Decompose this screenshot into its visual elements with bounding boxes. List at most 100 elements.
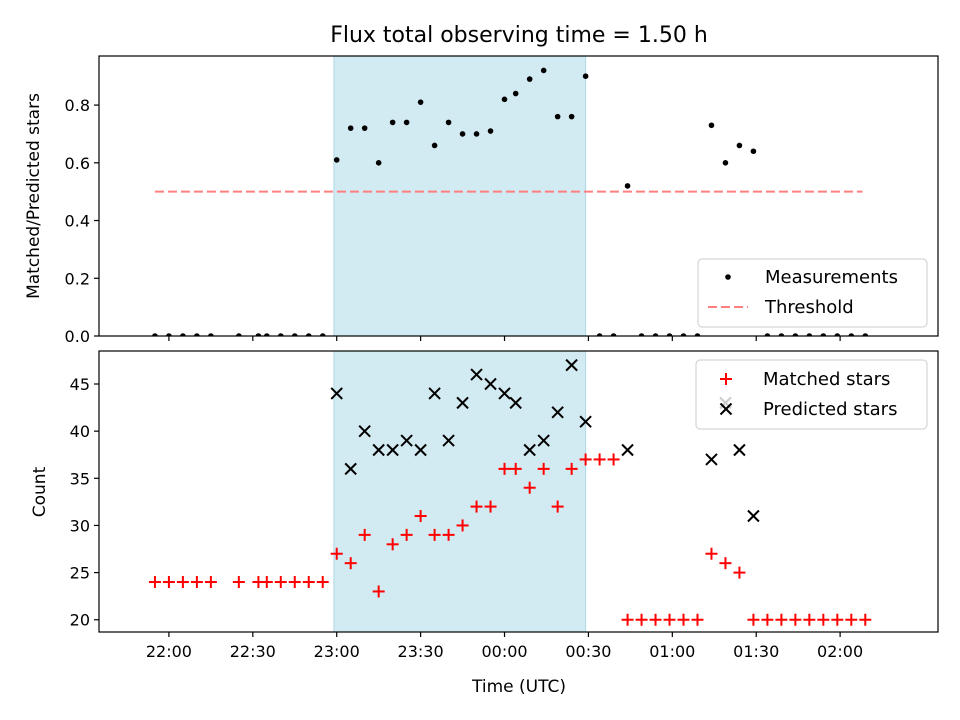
ytick-label: 0.2 [65,269,90,288]
ytick-label: 40 [70,422,90,441]
measurement-point [568,113,575,120]
predicted-star-point [372,443,385,457]
matched-star-point [831,613,844,626]
legend-marker-measurements [725,274,731,280]
matched-star-point [204,576,217,589]
matched-star-point [288,576,301,589]
matched-star-point [442,528,455,541]
measurement-point [291,333,298,336]
matched-star-point [719,557,732,570]
x-b [386,443,399,457]
x-b [565,358,578,372]
predicted-star-point [747,509,760,523]
matched-star-point [537,462,550,475]
measurement-point [582,73,589,80]
measurement-point [347,125,354,131]
measurement-point [208,333,214,336]
predicted-star-point [386,443,399,457]
measurement-point [848,333,855,336]
predicted-star-point [344,462,357,476]
predicted-star-point [579,415,592,428]
ytick-label: 25 [70,564,90,583]
matched-star-point [621,613,634,626]
x-b [358,424,371,438]
measurement-point [834,333,841,336]
measurement-point [820,333,827,336]
matched-star-point [232,576,245,589]
xtick-label: 23:00 [314,642,360,661]
x-b [523,443,536,457]
ytick-label: 0.6 [65,154,90,173]
measurement-point [526,76,533,82]
matched-star-point [428,528,441,541]
measurement-point [255,333,262,336]
top-panel: 0.0 0.2 0.4 0.6 0.8 Measurements Threshold [65,55,939,346]
measurement-point [152,333,158,336]
predicted-star-point [537,434,550,447]
matched-star-point [498,462,511,475]
predicted-star-point [330,387,343,400]
matched-star-point [176,576,189,589]
legend-top: Measurements Threshold [697,258,928,328]
x-b [551,406,564,419]
xtick-label: 23:30 [398,642,444,661]
x-b [400,434,413,447]
measurement-point [806,333,813,336]
measurement-point [736,142,743,149]
predicted-star-point [400,434,413,447]
x-b [733,443,746,457]
ytick-label: 0.4 [65,212,90,231]
x-b [456,396,469,410]
measurement-point [375,160,382,166]
legend-label-measurements: Measurements [765,267,898,288]
measurement-point [277,333,284,336]
ytick-label: 45 [70,375,90,394]
x-b [498,387,511,400]
legend-label-threshold: Threshold [764,297,854,318]
measurement-point [624,183,631,189]
measurement-point [473,131,480,137]
legend-bottom: Matched stars Predicted stars [695,359,928,430]
measurement-point [305,333,312,336]
matched-star-point [705,547,718,560]
matched-star-point [470,500,483,513]
matched-star-point [274,576,287,589]
x-b [705,453,718,466]
xlabel: Time (UTC) [471,677,566,697]
predicted-star-point [551,406,564,419]
measurement-point [610,333,617,336]
matched-star-point [400,528,413,541]
matched-star-point [817,613,830,626]
measurement-point [501,96,508,103]
predicted-star-point [456,396,469,410]
matched-star-point [789,613,802,626]
ytick-label: 30 [70,516,90,535]
observing-window-shade [333,351,586,632]
matched-star-point [509,462,522,475]
plot-area [148,358,872,626]
matched-star-point [775,613,788,626]
matched-star-point [316,576,329,589]
matched-star-point [593,453,606,466]
x-b [428,387,441,400]
matched-star-point [372,585,385,598]
x-b [442,434,455,447]
measurement-point [459,131,466,137]
matched-star-point [162,576,175,589]
legend-box [697,258,928,328]
legend-label-predicted: Predicted stars [763,399,897,420]
measurement-point [750,148,757,155]
measurement-point [403,119,410,126]
predicted-star-point [621,443,634,457]
predicted-star-point [565,358,578,372]
matched-star-point [649,613,662,626]
matched-star-point [845,613,858,626]
measurement-point [333,157,340,163]
matched-star-point [386,538,399,551]
ytick-label: 35 [70,469,90,488]
measurement-point [540,67,547,74]
measurement-point [166,333,172,336]
x-b [484,377,497,391]
xtick-label: 02:00 [817,642,863,661]
x-b [537,434,550,447]
